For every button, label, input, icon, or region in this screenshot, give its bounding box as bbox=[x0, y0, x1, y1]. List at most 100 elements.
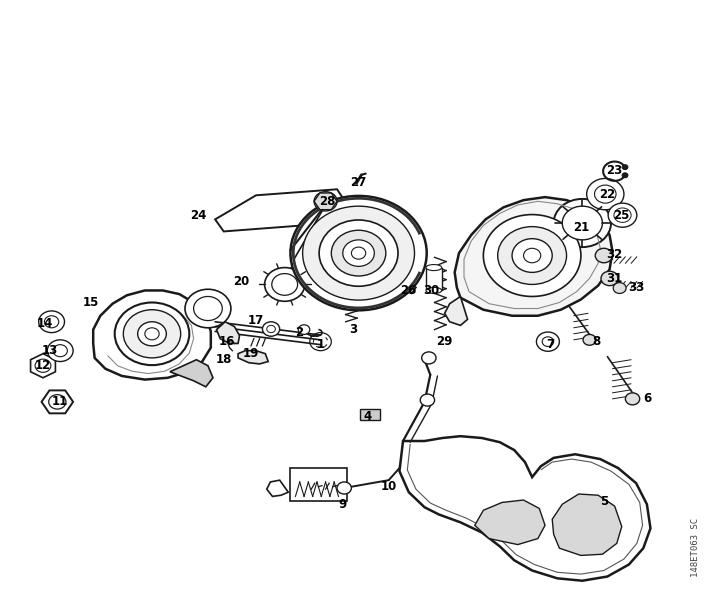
Bar bbox=[426, 267, 442, 290]
Text: 5: 5 bbox=[600, 495, 608, 508]
Text: 22: 22 bbox=[599, 188, 616, 201]
Circle shape bbox=[542, 337, 554, 347]
Circle shape bbox=[265, 267, 305, 301]
Circle shape bbox=[523, 248, 541, 263]
Polygon shape bbox=[445, 296, 467, 325]
Circle shape bbox=[331, 231, 386, 276]
Circle shape bbox=[420, 394, 435, 406]
Circle shape bbox=[298, 325, 310, 335]
Polygon shape bbox=[474, 500, 545, 544]
Circle shape bbox=[626, 393, 639, 405]
Bar bbox=[289, 468, 347, 501]
Circle shape bbox=[45, 316, 59, 328]
Circle shape bbox=[337, 482, 351, 494]
Text: 31: 31 bbox=[606, 272, 623, 285]
Polygon shape bbox=[403, 283, 416, 293]
Circle shape bbox=[302, 206, 415, 300]
Text: 3: 3 bbox=[348, 323, 357, 336]
Circle shape bbox=[39, 311, 65, 333]
Text: 2: 2 bbox=[295, 326, 303, 339]
Circle shape bbox=[53, 345, 68, 357]
Text: 17: 17 bbox=[248, 314, 264, 327]
Circle shape bbox=[185, 289, 231, 328]
Polygon shape bbox=[30, 354, 55, 378]
Circle shape bbox=[613, 283, 626, 293]
Circle shape bbox=[587, 178, 624, 210]
Text: 13: 13 bbox=[42, 344, 58, 357]
Circle shape bbox=[319, 196, 332, 207]
Polygon shape bbox=[42, 390, 73, 413]
Circle shape bbox=[194, 296, 222, 321]
Text: 29: 29 bbox=[436, 335, 453, 348]
Text: 15: 15 bbox=[83, 296, 99, 309]
Circle shape bbox=[583, 335, 596, 345]
Circle shape bbox=[608, 203, 637, 227]
Circle shape bbox=[138, 322, 166, 346]
Circle shape bbox=[614, 208, 631, 223]
Circle shape bbox=[512, 238, 552, 272]
Polygon shape bbox=[400, 436, 650, 581]
Polygon shape bbox=[238, 351, 268, 364]
Circle shape bbox=[114, 302, 189, 365]
Polygon shape bbox=[314, 193, 337, 210]
Circle shape bbox=[562, 206, 603, 240]
Polygon shape bbox=[267, 480, 288, 497]
Text: 24: 24 bbox=[190, 209, 207, 221]
Circle shape bbox=[343, 240, 374, 266]
Circle shape bbox=[314, 192, 337, 211]
Text: 6: 6 bbox=[643, 393, 651, 405]
Circle shape bbox=[498, 227, 567, 284]
Circle shape bbox=[622, 173, 628, 178]
Text: 25: 25 bbox=[613, 209, 630, 221]
Text: 30: 30 bbox=[423, 284, 440, 297]
Text: 16: 16 bbox=[219, 335, 235, 348]
Circle shape bbox=[595, 185, 616, 203]
Circle shape bbox=[48, 340, 73, 362]
Ellipse shape bbox=[426, 264, 442, 270]
Circle shape bbox=[49, 394, 66, 409]
Polygon shape bbox=[215, 189, 344, 232]
Text: 28: 28 bbox=[320, 195, 336, 208]
Text: 7: 7 bbox=[546, 338, 554, 351]
Circle shape bbox=[595, 248, 613, 263]
Text: 8: 8 bbox=[593, 335, 600, 348]
Text: 20: 20 bbox=[233, 275, 250, 288]
Circle shape bbox=[271, 273, 297, 295]
Circle shape bbox=[319, 220, 398, 286]
Polygon shape bbox=[552, 494, 622, 555]
Text: 12: 12 bbox=[35, 359, 51, 372]
Text: 14: 14 bbox=[36, 317, 53, 330]
Circle shape bbox=[422, 352, 436, 364]
Text: 10: 10 bbox=[381, 480, 397, 492]
Circle shape bbox=[601, 271, 618, 286]
Circle shape bbox=[35, 359, 51, 372]
Bar bbox=[360, 409, 380, 420]
Circle shape bbox=[622, 165, 628, 169]
Text: 33: 33 bbox=[628, 281, 644, 294]
Ellipse shape bbox=[426, 287, 442, 293]
Circle shape bbox=[263, 322, 279, 336]
Circle shape bbox=[483, 215, 581, 296]
Circle shape bbox=[290, 196, 427, 310]
Text: 9: 9 bbox=[338, 498, 346, 511]
Text: 18: 18 bbox=[215, 353, 232, 366]
Polygon shape bbox=[454, 197, 613, 316]
Text: 32: 32 bbox=[606, 248, 623, 261]
Text: 23: 23 bbox=[606, 163, 623, 177]
Polygon shape bbox=[93, 290, 211, 379]
Circle shape bbox=[123, 310, 181, 358]
Circle shape bbox=[267, 325, 275, 333]
Polygon shape bbox=[217, 322, 240, 344]
Circle shape bbox=[145, 328, 159, 340]
Text: 19: 19 bbox=[243, 347, 259, 360]
Text: 11: 11 bbox=[52, 395, 68, 408]
Text: 26: 26 bbox=[400, 284, 417, 297]
Polygon shape bbox=[170, 360, 213, 387]
Circle shape bbox=[554, 199, 611, 247]
Circle shape bbox=[351, 247, 366, 259]
Text: 148ET063 SC: 148ET063 SC bbox=[691, 517, 700, 577]
Text: 1: 1 bbox=[317, 338, 325, 351]
Text: 4: 4 bbox=[363, 410, 372, 424]
Circle shape bbox=[536, 332, 559, 352]
Text: 27: 27 bbox=[351, 175, 366, 189]
